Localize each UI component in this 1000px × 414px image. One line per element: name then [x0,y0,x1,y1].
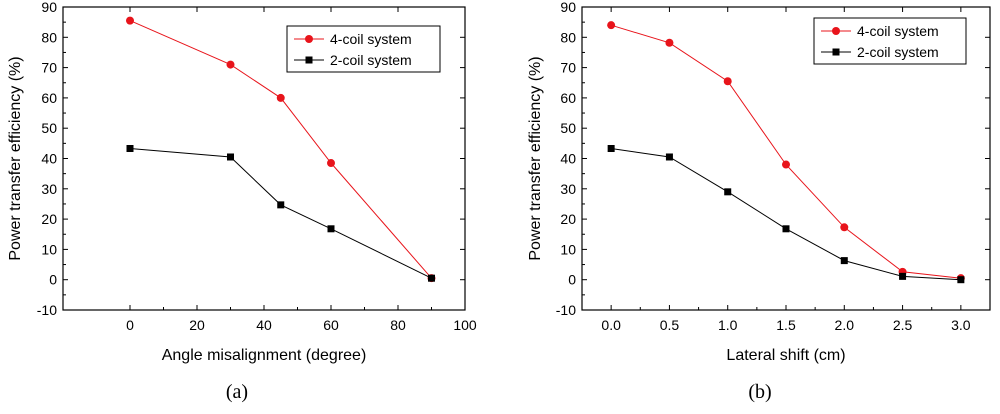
y-tick-label: 10 [560,241,576,257]
x-axis-title: Angle misalignment (degree) [162,347,367,364]
y-tick-label: 40 [560,151,576,167]
x-tick-label: 0.0 [601,317,621,333]
series-line [129,148,432,279]
y-tick-label: 60 [560,90,576,106]
x-tick-label: 3.0 [951,317,971,333]
data-point-square [428,274,435,282]
y-tick-label: 30 [560,181,576,197]
legend-label: 2-coil system [857,44,939,60]
legend-box [813,17,967,65]
y-tick-label: 10 [41,241,57,257]
x-tick-label: 100 [453,317,477,333]
legend-marker-circle [305,35,313,43]
y-tick-label: 60 [41,90,57,106]
y-axis-title: Power transfer efficiency (%) [527,56,544,260]
y-tick-label: -10 [37,302,57,318]
x-tick-label: 1.0 [718,317,738,333]
panel-label: (b) [748,381,771,403]
series-2-coil [126,145,435,282]
legend-marker-circle [832,27,840,35]
x-axis-title: Lateral shift (cm) [726,347,845,364]
x-tick-label: 2.5 [893,317,913,333]
y-tick-label: 50 [560,120,576,136]
y-tick-label: 40 [41,151,57,167]
y-tick-label: 80 [560,29,576,45]
series-2-coil [607,145,965,284]
y-tick-label: 30 [41,181,57,197]
x-tick-label: 80 [390,317,406,333]
y-tick-label: -10 [556,302,576,318]
data-point-square [724,188,732,196]
legend-label: 4-coil system [857,23,939,39]
y-tick-label: 0 [568,272,576,288]
legend-box [286,25,441,73]
chart-panel-b: -10 0 10 20 30 40 50 60 70 80 90 0.0 0.5 1.0 1.5 2.0 2.5… [527,0,991,403]
data-point-square [665,153,673,161]
data-point-circle [126,16,134,25]
data-point-square [227,153,234,161]
data-point-square [840,257,848,265]
data-point-square [899,272,907,280]
y-tick-label: 80 [41,29,57,45]
legend: 4-coil system 2-coil system [813,17,967,65]
chart-panel-a: -10 0 10 20 30 40 50 60 70 80 90 0 20 40 60 80 100 Angle … [7,0,477,403]
y-tick-label: 70 [41,60,57,76]
y-tick-label: 70 [560,60,576,76]
data-point-square [277,201,285,209]
y-tick-label: 0 [49,272,57,288]
x-tick-label: 20 [189,317,205,333]
data-point-square [957,276,965,284]
data-point-circle [782,160,790,169]
data-point-square [327,225,335,233]
data-point-square [782,225,790,233]
legend-label: 2-coil system [330,52,412,68]
data-point-circle [327,159,335,168]
x-tick-label: 0 [126,317,134,333]
legend-label: 4-coil system [330,31,412,47]
y-tick-label: 20 [560,211,576,227]
legend-marker-square [832,48,840,56]
data-point-circle [276,93,285,102]
y-tick-label: 20 [41,211,57,227]
legend-marker-square [305,56,313,64]
x-tick-label: 1.5 [776,317,796,333]
panel-label: (a) [226,381,248,403]
y-tick-label: 50 [41,120,57,136]
data-point-circle [665,38,674,47]
data-point-square [607,145,615,153]
x-tick-label: 0.5 [660,317,680,333]
y-tick-label: 90 [41,0,57,15]
data-point-circle [226,60,235,69]
data-point-circle [723,77,732,86]
data-point-square [126,145,134,153]
y-axis-title: Power transfer efficiency (%) [7,56,24,260]
x-tick-label: 40 [256,317,272,333]
x-tick-label: 60 [323,317,339,333]
x-tick-label: 2.0 [835,317,855,333]
data-point-circle [840,223,849,232]
data-point-circle [607,21,616,30]
legend: 4-coil system 2-coil system [286,25,441,73]
y-tick-label: 90 [560,0,576,15]
